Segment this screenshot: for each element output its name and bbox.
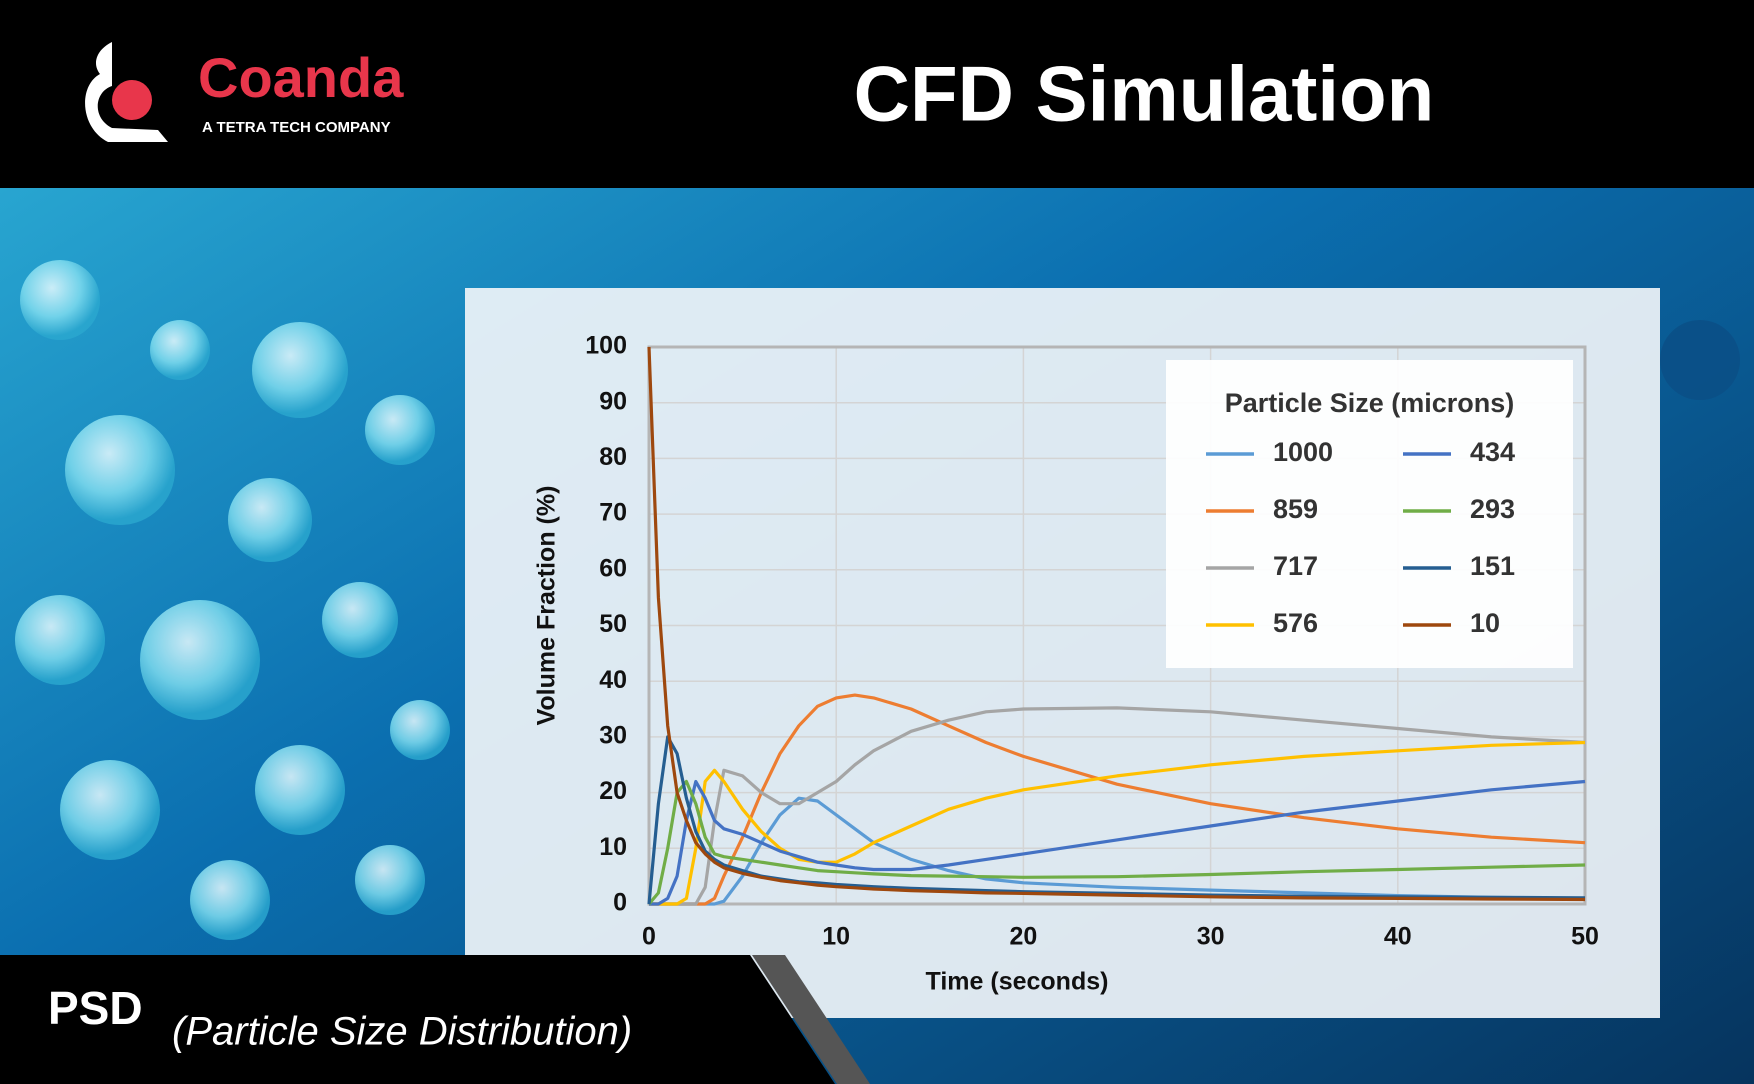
footer-label: PSD <box>48 982 143 1034</box>
legend-label: 717 <box>1273 551 1318 581</box>
x-tick-label: 0 <box>642 923 656 951</box>
legend-label: 1000 <box>1273 437 1333 467</box>
y-tick-label: 30 <box>599 722 627 750</box>
legend-label: 576 <box>1273 608 1318 638</box>
legend-label: 859 <box>1273 494 1318 524</box>
bubbles <box>15 260 1740 940</box>
legend-label: 434 <box>1470 437 1515 467</box>
y-tick-label: 100 <box>585 332 627 360</box>
legend-label: 293 <box>1470 494 1515 524</box>
header-bar <box>0 0 1754 188</box>
plot-border <box>647 345 1587 906</box>
y-tick-label: 90 <box>599 387 627 415</box>
x-tick-label: 40 <box>1384 923 1412 951</box>
footer-banner <box>0 955 835 1084</box>
series-line <box>649 706 1586 906</box>
y-tick-label: 50 <box>599 610 627 638</box>
series-line <box>647 735 1586 905</box>
x-axis-label: Time (seconds) <box>926 968 1109 996</box>
y-tick-label: 0 <box>613 889 627 917</box>
x-tick-label: 30 <box>1197 923 1225 951</box>
x-tick-label: 10 <box>822 923 850 951</box>
x-tick-label: 20 <box>1009 923 1037 951</box>
footer-description: (Particle Size Distribution) <box>172 1010 632 1054</box>
page-title: CFD Simulation <box>854 50 1435 138</box>
y-axis-label: Volume Fraction (%) <box>533 486 561 726</box>
series-line <box>647 346 1586 902</box>
y-tick-label: 20 <box>599 777 627 805</box>
logo-tagline: A TETRA TECH COMPANY <box>202 119 391 136</box>
legend-box <box>1166 360 1573 668</box>
y-tick-label: 10 <box>599 833 627 861</box>
y-tick-label: 70 <box>599 499 627 527</box>
series-line <box>647 779 1586 906</box>
x-tick-label: 50 <box>1571 923 1599 951</box>
legend: Particle Size (microns) 1000 859 717 576 434 2… <box>1166 360 1573 668</box>
y-tick-label: 80 <box>599 443 627 471</box>
y-tick-label: 60 <box>599 554 627 582</box>
logo <box>85 42 168 142</box>
y-tick-label: 40 <box>599 666 627 694</box>
footer-stripe <box>752 955 870 1084</box>
legend-label: 10 <box>1470 608 1500 638</box>
legend-label: 151 <box>1470 551 1515 581</box>
legend-title: Particle Size (microns) <box>1225 388 1515 418</box>
logo-name: Coanda <box>198 46 404 109</box>
